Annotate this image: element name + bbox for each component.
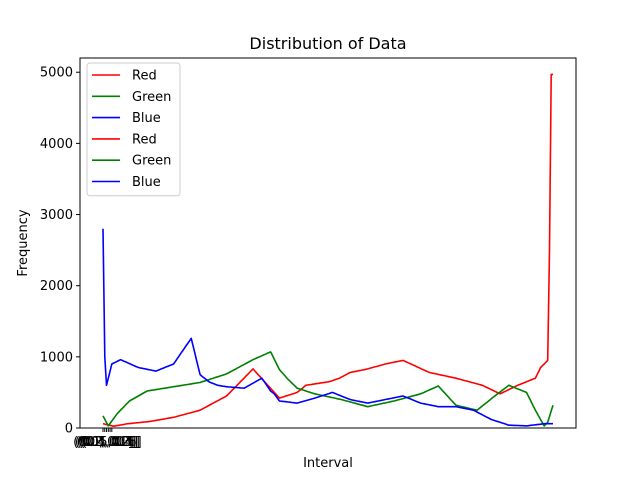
x-tick-label: (0.0, 0.1] bbox=[73, 435, 133, 450]
x-tick-label: (0.4, 0.5] bbox=[80, 435, 140, 450]
legend-label: Blue bbox=[132, 111, 161, 126]
chart-title: Distribution of Data bbox=[249, 34, 406, 53]
y-tick-label: 1000 bbox=[40, 350, 73, 365]
series-line-blue bbox=[102, 228, 553, 427]
x-tick-label: (0.2, 0.3] bbox=[77, 435, 137, 450]
x-axis: (0.0, 0.1](0.1, 0.2](0.2, 0.3](0.3, 0.4]… bbox=[73, 428, 142, 450]
y-tick-label: 3000 bbox=[40, 208, 73, 223]
x-axis-label: Interval bbox=[303, 456, 353, 471]
y-tick-label: 0 bbox=[65, 422, 73, 437]
y-axis: 0 1000 2000 3000 4000 5000 bbox=[40, 66, 80, 437]
y-axis-label: Frequency bbox=[16, 209, 31, 276]
legend: Red Green Blue Red Green Blue bbox=[86, 62, 181, 197]
legend-label: Green bbox=[132, 90, 171, 105]
x-tick-label: (0.3, 0.4] bbox=[78, 435, 138, 450]
series-line-green bbox=[102, 351, 554, 427]
y-tick-label: 4000 bbox=[40, 137, 73, 152]
x-tick-label: (0.5, 0.6] bbox=[82, 435, 142, 450]
y-tick-label: 2000 bbox=[40, 279, 73, 294]
x-tick-label: (0.1, 0.2] bbox=[75, 435, 135, 450]
legend-label: Red bbox=[132, 132, 157, 147]
plot-frame bbox=[79, 57, 577, 429]
series-line-red bbox=[102, 73, 553, 428]
series-layer bbox=[102, 73, 554, 428]
legend-label: Red bbox=[132, 69, 157, 84]
legend-label: Green bbox=[132, 154, 171, 169]
legend-label: Blue bbox=[132, 175, 161, 190]
y-tick-label: 5000 bbox=[40, 66, 73, 81]
